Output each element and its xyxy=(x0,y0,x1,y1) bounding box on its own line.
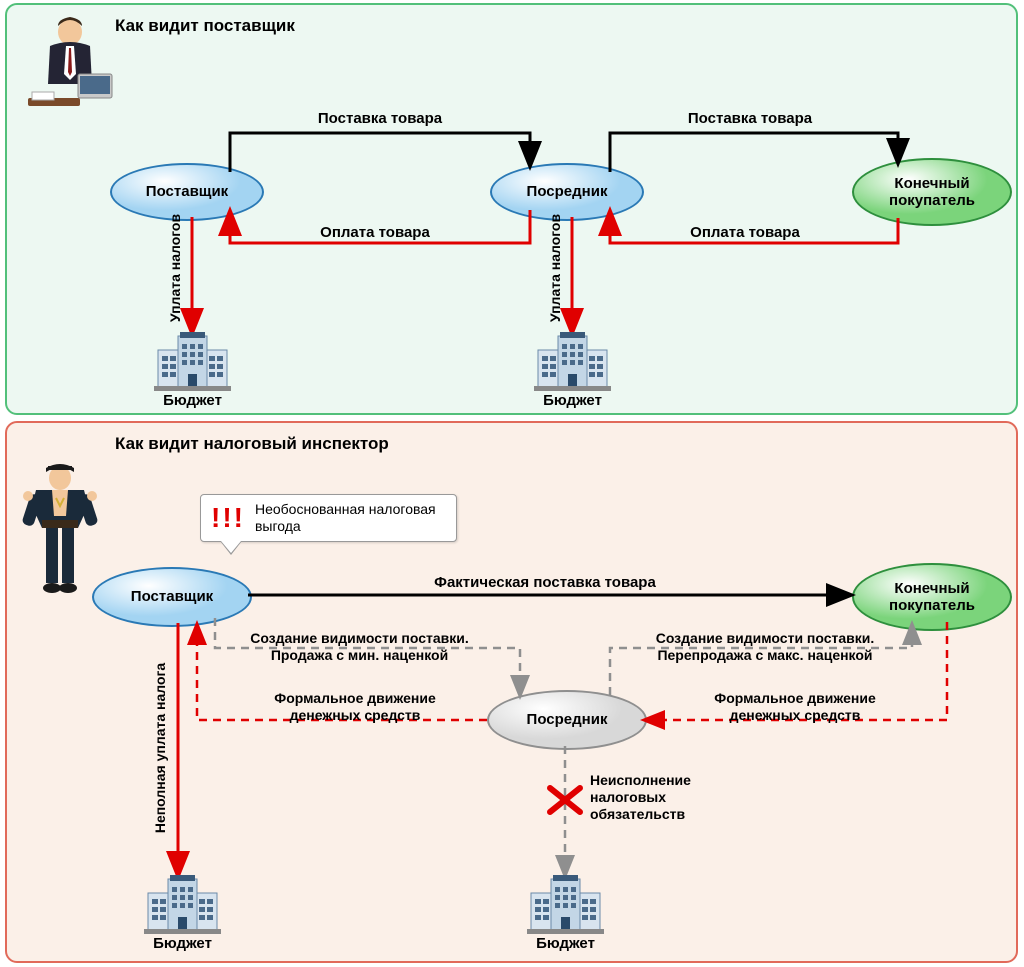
budget1-building-top xyxy=(150,332,235,392)
node-mediator-top: Посредник xyxy=(490,163,644,221)
node-supplier-bottom: Поставщик xyxy=(92,567,252,627)
budget2-label-bottom: Бюджет xyxy=(523,935,608,952)
label-supply1-top: Поставка товара xyxy=(300,110,460,127)
node-supplier-top: Поставщик xyxy=(110,163,264,221)
label-tax1-top: Уплата налогов xyxy=(167,213,183,323)
label-actual-delivery: Фактическая поставка товара xyxy=(400,574,690,591)
budget1-label-top: Бюджет xyxy=(150,392,235,409)
label-pay2-top: Оплата товара xyxy=(670,224,820,241)
label-money1: Формальное движение денежных средств xyxy=(240,690,470,724)
label-fake1: Создание видимости поставки. Продажа с м… xyxy=(232,630,487,664)
budget2-building-bottom xyxy=(523,875,608,935)
budget1-building-bottom xyxy=(140,875,225,935)
callout-unjustified-benefit: !!! Необоснованная налоговая выгода xyxy=(200,494,457,542)
title-supplier-view: Как видит поставщик xyxy=(115,16,295,36)
node-mediator-bottom: Посредник xyxy=(487,690,647,750)
budget1-label-bottom: Бюджет xyxy=(140,935,225,952)
callout-bang-icon: !!! xyxy=(211,501,245,535)
node-buyer-bottom: Конечный покупатель xyxy=(852,563,1012,631)
label-supply2-top: Поставка товара xyxy=(670,110,830,127)
label-tax2-top: Уплата налогов xyxy=(547,213,563,323)
budget2-label-top: Бюджет xyxy=(530,392,615,409)
label-pay1-top: Оплата товара xyxy=(300,224,450,241)
title-inspector-view: Как видит налоговый инспектор xyxy=(115,434,389,454)
label-tax-none: Неисполнение налоговых обязательств xyxy=(590,772,720,822)
label-money2: Формальное движение денежных средств xyxy=(680,690,910,724)
label-tax-partial: Неполная уплата налога xyxy=(152,658,168,838)
label-fake2: Создание видимости поставки. Перепродажа… xyxy=(625,630,905,664)
callout-text: Необоснованная налоговая выгода xyxy=(255,501,446,535)
node-buyer-top: Конечный покупатель xyxy=(852,158,1012,226)
budget2-building-top xyxy=(530,332,615,392)
